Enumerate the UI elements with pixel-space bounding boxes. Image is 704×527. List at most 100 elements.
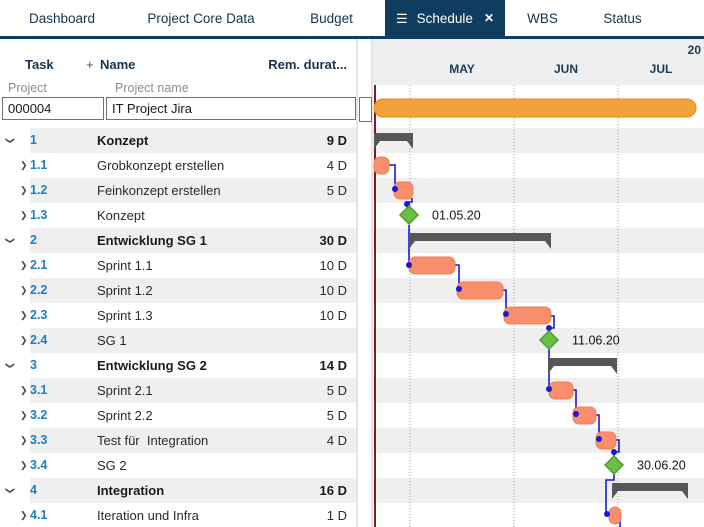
gantt-task-bar[interactable]: [408, 256, 456, 275]
expand-chevron-icon[interactable]: ❯: [20, 435, 28, 445]
task-row-1[interactable]: ❯ 1 Konzept 9 D: [0, 128, 356, 153]
gantt-milestone-diamond[interactable]: [398, 204, 420, 226]
gantt-pane: 20 MAY JUN JUL 01.05.20 11.06.20 30.06.20: [373, 39, 704, 527]
project-id-input[interactable]: [2, 97, 104, 120]
task-name: Konzept: [97, 208, 145, 223]
expand-chevron-icon[interactable]: ❯: [20, 510, 28, 520]
gantt-task-bar[interactable]: [608, 506, 622, 525]
row-stripe: [373, 378, 704, 403]
filter-label-project: Project: [8, 81, 47, 95]
task-remaining-duration: 5 D: [326, 383, 347, 398]
gantt-milestone-diamond[interactable]: [603, 454, 625, 476]
close-tab-icon[interactable]: ✕: [483, 11, 494, 25]
task-row-3[interactable]: ❯ 3 Entwicklung SG 2 14 D: [0, 353, 356, 378]
tab-label: Dashboard: [28, 10, 96, 26]
row-stripe: [30, 378, 356, 403]
gantt-task-bar[interactable]: [548, 381, 574, 400]
task-row-2.2[interactable]: ❯ 2.2 Sprint 1.2 10 D: [0, 278, 356, 303]
task-row-3.4[interactable]: ❯ 3.4 SG 2: [0, 453, 356, 478]
tab-schedule[interactable]: ☰ Schedule ✕: [385, 0, 505, 36]
tab-project-core-data[interactable]: Project Core Data: [124, 0, 278, 36]
task-row-2[interactable]: ❯ 2 Entwicklung SG 1 30 D: [0, 228, 356, 253]
gantt-task-bar[interactable]: [456, 281, 504, 300]
task-remaining-duration: 5 D: [326, 408, 347, 423]
task-row-4.1[interactable]: ❯ 4.1 Iteration und Infra 1 D: [0, 503, 356, 527]
connector-node-dot: [503, 311, 509, 317]
tab-budget[interactable]: Budget: [278, 0, 385, 36]
gantt-summary-bar[interactable]: [612, 483, 688, 499]
task-row-3.1[interactable]: ❯ 3.1 Sprint 2.1 5 D: [0, 378, 356, 403]
filter-label-project-name: Project name: [115, 81, 189, 95]
connector-node-dot: [611, 449, 617, 455]
gantt-task-bar[interactable]: [572, 406, 597, 425]
gantt-task-bar[interactable]: [595, 431, 617, 450]
column-header-name[interactable]: Name: [100, 57, 136, 72]
dependency-connector: [573, 389, 577, 414]
row-stripe: [373, 428, 704, 453]
gantt-task-bar[interactable]: [503, 306, 552, 325]
task-row-2.4[interactable]: ❯ 2.4 SG 1: [0, 328, 356, 353]
collapse-chevron-icon[interactable]: ❯: [5, 361, 16, 370]
tab-dashboard[interactable]: Dashboard: [0, 0, 124, 36]
task-number: 2.4: [30, 333, 48, 347]
collapse-chevron-icon[interactable]: ❯: [5, 236, 16, 245]
row-stripe: [30, 253, 356, 278]
hamburger-menu-icon[interactable]: ☰: [395, 10, 408, 26]
task-name: Sprint 2.1: [97, 383, 153, 398]
collapse-chevron-icon[interactable]: ❯: [5, 486, 16, 495]
expand-chevron-icon[interactable]: ❯: [20, 335, 28, 345]
task-row-2.1[interactable]: ❯ 2.1 Sprint 1.1 10 D: [0, 253, 356, 278]
expand-chevron-icon[interactable]: ❯: [20, 285, 28, 295]
expand-chevron-icon[interactable]: ❯: [20, 210, 28, 220]
gantt-project-bar[interactable]: [373, 98, 697, 118]
tab-wbs[interactable]: WBS: [505, 0, 580, 36]
clipped-duration-input: [359, 97, 372, 122]
row-stripe: [373, 328, 704, 353]
gantt-task-bar[interactable]: [373, 156, 390, 175]
expand-chevron-icon[interactable]: ❯: [20, 460, 28, 470]
task-row-1.2[interactable]: ❯ 1.2 Feinkonzept erstellen 5 D: [0, 178, 356, 203]
task-remaining-duration: 30 D: [319, 233, 347, 248]
expand-chevron-icon[interactable]: ❯: [20, 410, 28, 420]
task-name: Sprint 1.1: [97, 258, 153, 273]
connector-node-dot: [546, 386, 552, 392]
column-header-rem-duration[interactable]: Rem. durat...: [268, 57, 347, 72]
task-table-pane: Task + Name Rem. durat... Project Projec…: [0, 39, 356, 527]
task-row-1.1[interactable]: ❯ 1.1 Grobkonzept erstellen 4 D: [0, 153, 356, 178]
task-row-3.3[interactable]: ❯ 3.3 Test für Integration 4 D: [0, 428, 356, 453]
expand-chevron-icon[interactable]: ❯: [20, 385, 28, 395]
project-input-row: [0, 97, 356, 122]
task-remaining-duration: 4 D: [326, 158, 347, 173]
gantt-summary-bar[interactable]: [409, 233, 551, 249]
pane-splitter[interactable]: [356, 39, 373, 527]
gantt-milestone-diamond[interactable]: [538, 329, 560, 351]
expand-chevron-icon[interactable]: ❯: [20, 160, 28, 170]
task-row-4[interactable]: ❯ 4 Integration 16 D: [0, 478, 356, 503]
column-header-task[interactable]: Task: [25, 57, 54, 72]
add-column-button[interactable]: +: [86, 57, 94, 72]
gantt-summary-bar[interactable]: [548, 358, 617, 374]
task-name: Test für Integration: [97, 433, 209, 448]
task-name: Entwicklung SG 2: [97, 358, 207, 373]
expand-chevron-icon[interactable]: ❯: [20, 310, 28, 320]
collapse-chevron-icon[interactable]: ❯: [5, 136, 16, 145]
task-remaining-duration: 10 D: [319, 283, 347, 298]
milestone-date-label: 30.06.20: [637, 459, 686, 473]
task-row-1.3[interactable]: ❯ 1.3 Konzept: [0, 203, 356, 228]
tab-status[interactable]: Status: [580, 0, 665, 36]
task-row-2.3[interactable]: ❯ 2.3 Sprint 1.3 10 D: [0, 303, 356, 328]
task-number: 3: [30, 358, 37, 372]
gantt-summary-bar[interactable]: [374, 133, 413, 149]
expand-chevron-icon[interactable]: ❯: [20, 260, 28, 270]
task-number: 4: [30, 483, 37, 497]
task-remaining-duration: 4 D: [326, 433, 347, 448]
gantt-timeline-header: 20 MAY JUN JUL: [373, 39, 704, 85]
row-stripe: [30, 328, 356, 353]
row-stripe: [30, 228, 356, 253]
project-name-input[interactable]: [106, 97, 356, 120]
task-name: SG 2: [97, 458, 127, 473]
task-row-list: ❯ 1 Konzept 9 D ❯ 1.1 Grobkonzept erstellen 4 D…: [0, 128, 356, 527]
expand-chevron-icon[interactable]: ❯: [20, 185, 28, 195]
task-row-3.2[interactable]: ❯ 3.2 Sprint 2.2 5 D: [0, 403, 356, 428]
task-number: 1.1: [30, 158, 48, 172]
